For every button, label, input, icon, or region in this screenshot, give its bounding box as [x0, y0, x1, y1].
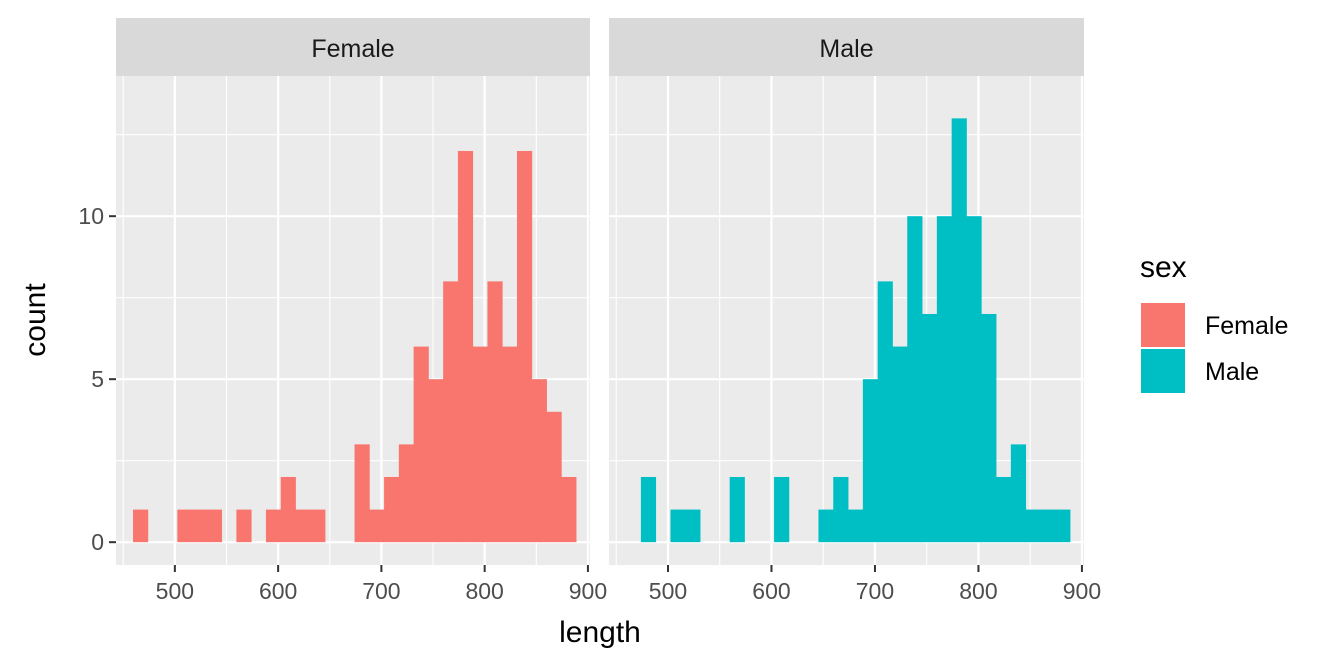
- histogram-bar: [640, 476, 657, 543]
- x-tick-label: 800: [959, 578, 997, 604]
- y-axis-title: count: [19, 283, 52, 357]
- legend-label-male: Male: [1205, 358, 1259, 386]
- histogram-bar: [1010, 444, 1027, 543]
- histogram-bar: [428, 379, 444, 543]
- x-tick-label: 500: [649, 578, 687, 604]
- histogram-bar: [833, 476, 849, 543]
- histogram-bar: [996, 476, 1012, 543]
- histogram-bar: [265, 509, 282, 543]
- histogram-bar: [907, 216, 923, 543]
- x-tick-label: 700: [362, 578, 400, 604]
- x-tick-label: 600: [752, 578, 790, 604]
- y-tick-label: 5: [91, 366, 104, 392]
- x-tick-label: 600: [259, 578, 297, 604]
- histogram-bar: [848, 509, 864, 543]
- histogram-bar: [295, 509, 311, 543]
- histogram-bar: [774, 476, 790, 543]
- histogram-bar: [192, 509, 208, 543]
- histogram-bar: [206, 509, 223, 543]
- histogram-bar: [236, 509, 252, 543]
- histogram-bar: [384, 476, 400, 543]
- strip-background: [609, 18, 1084, 76]
- histogram-bar: [951, 118, 967, 543]
- legend-title: sex: [1140, 251, 1187, 284]
- histogram-bar: [862, 379, 879, 543]
- histogram-bar: [310, 509, 326, 543]
- histogram-bar: [133, 509, 149, 543]
- histogram-bar: [177, 509, 193, 543]
- x-tick-label: 500: [156, 578, 194, 604]
- panel-male: Male 500 600 700 800 900: [609, 18, 1101, 604]
- histogram-bar: [729, 476, 745, 543]
- x-tick-label: 900: [1063, 578, 1101, 604]
- histogram-bar: [561, 476, 577, 543]
- histogram-bar: [487, 281, 503, 543]
- y-tick-label: 10: [78, 203, 104, 229]
- legend: sex Female Male: [1140, 251, 1288, 393]
- strip-label: Male: [819, 35, 873, 63]
- x-axis-title: length: [559, 616, 641, 649]
- x-tick-label: 700: [856, 578, 894, 604]
- histogram-bar: [280, 476, 296, 543]
- x-tick-label: 900: [569, 578, 607, 604]
- histogram-bar: [922, 313, 938, 543]
- histogram-bar: [546, 411, 562, 543]
- legend-key-male: [1141, 349, 1185, 393]
- histogram-bar: [936, 216, 953, 543]
- x-tick-label: 800: [465, 578, 503, 604]
- histogram-bar: [398, 444, 415, 543]
- histogram-bar: [685, 509, 701, 543]
- histogram-bar: [457, 150, 474, 543]
- histogram-bar: [516, 150, 533, 543]
- histogram-bar: [369, 509, 385, 543]
- histogram-bar: [1055, 509, 1071, 543]
- histogram-bar: [966, 216, 982, 543]
- panel-female: Female 500 600 700 800 900 0 5 10: [78, 18, 607, 604]
- histogram-bar: [877, 281, 893, 543]
- legend-label-female: Female: [1205, 312, 1288, 340]
- strip-background: [116, 18, 590, 76]
- histogram-bar: [670, 509, 686, 543]
- histogram-bar: [413, 346, 429, 543]
- histogram-bar: [981, 313, 997, 543]
- histogram-bar: [531, 379, 547, 543]
- histogram-bar: [502, 346, 518, 543]
- histogram-bar: [818, 509, 834, 543]
- strip-label: Female: [311, 35, 394, 63]
- histogram-bar: [472, 346, 488, 543]
- histogram-bar: [354, 444, 370, 543]
- legend-key-female: [1141, 303, 1185, 347]
- histogram-bar: [1025, 509, 1041, 543]
- y-tick-label: 0: [91, 529, 104, 555]
- histogram-bar: [1040, 509, 1056, 543]
- histogram-bar: [443, 281, 459, 543]
- histogram-bar: [892, 346, 908, 543]
